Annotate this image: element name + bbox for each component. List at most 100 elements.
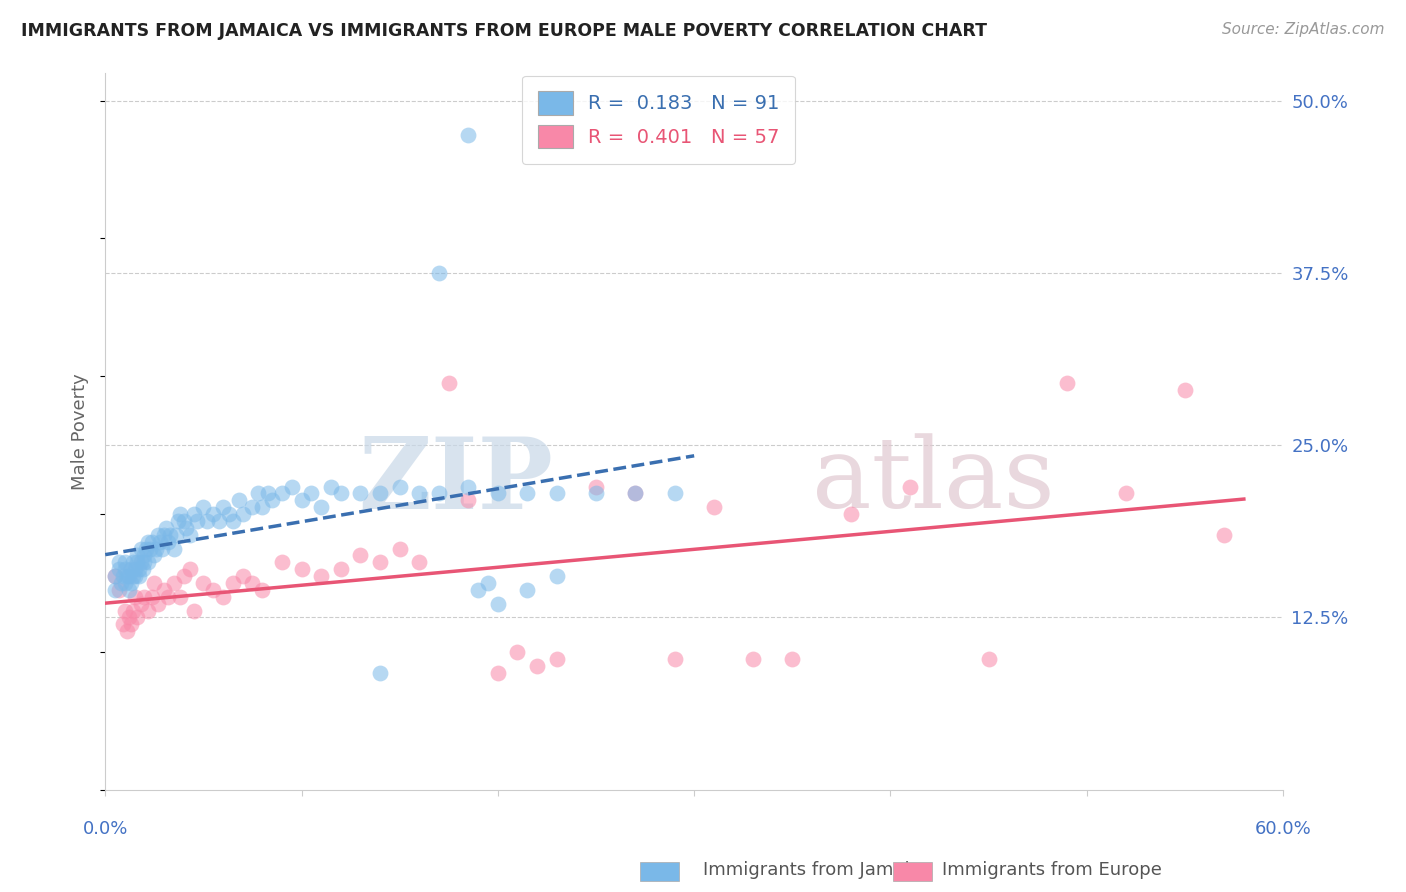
Point: [134, 549, 156, 563]
Point: [179, 562, 201, 576]
Point: [270, 486, 292, 500]
Point: [457, 493, 479, 508]
Point: [457, 128, 479, 142]
Point: [115, 624, 138, 639]
Point: [183, 507, 205, 521]
Point: [157, 534, 180, 549]
Point: [477, 576, 499, 591]
Point: [163, 576, 186, 591]
Point: [1213, 528, 1236, 542]
Point: [898, 479, 921, 493]
Point: [129, 555, 152, 569]
Point: [145, 541, 167, 556]
Text: Immigrants from Jamaica: Immigrants from Jamaica: [703, 861, 931, 879]
Point: [111, 617, 134, 632]
Point: [546, 652, 568, 666]
Point: [1115, 486, 1137, 500]
Point: [516, 582, 538, 597]
Point: [319, 479, 342, 493]
Point: [118, 582, 141, 597]
Point: [585, 486, 607, 500]
Point: [120, 617, 142, 632]
Point: [526, 658, 548, 673]
Point: [143, 576, 166, 591]
Point: [202, 507, 225, 521]
Point: [104, 569, 127, 583]
Point: [427, 266, 450, 280]
Point: [134, 555, 156, 569]
Point: [218, 507, 240, 521]
Point: [104, 582, 127, 597]
Point: [585, 479, 607, 493]
Point: [977, 652, 1000, 666]
Point: [252, 582, 274, 597]
Y-axis label: Male Poverty: Male Poverty: [72, 373, 89, 490]
Point: [349, 486, 371, 500]
Point: [195, 514, 218, 528]
Point: [121, 604, 143, 618]
Point: [114, 604, 136, 618]
Point: [138, 555, 160, 569]
Point: [173, 514, 195, 528]
Point: [222, 514, 245, 528]
Point: [153, 582, 176, 597]
Point: [183, 604, 205, 618]
Point: [467, 582, 489, 597]
Point: [125, 549, 148, 563]
Point: [159, 528, 181, 542]
Point: [124, 562, 146, 576]
Point: [486, 597, 509, 611]
Point: [128, 569, 150, 583]
Point: [108, 562, 131, 576]
Point: [129, 541, 152, 556]
Point: [110, 576, 132, 591]
Point: [114, 555, 136, 569]
Point: [208, 514, 231, 528]
Point: [252, 500, 274, 515]
Point: [457, 479, 479, 493]
Point: [368, 665, 391, 680]
Point: [121, 555, 143, 569]
Legend: R =  0.183   N = 91, R =  0.401   N = 57: R = 0.183 N = 91, R = 0.401 N = 57: [522, 76, 796, 164]
Point: [309, 569, 332, 583]
Point: [232, 569, 254, 583]
Point: [427, 486, 450, 500]
Point: [309, 500, 332, 515]
Point: [169, 507, 191, 521]
Point: [1174, 383, 1197, 397]
Point: [388, 541, 411, 556]
Point: [108, 582, 131, 597]
Point: [120, 576, 142, 591]
Point: [262, 493, 284, 508]
Text: Immigrants from Europe: Immigrants from Europe: [942, 861, 1161, 879]
Text: atlas: atlas: [811, 434, 1054, 530]
Text: 0.0%: 0.0%: [83, 820, 128, 838]
Point: [124, 590, 146, 604]
Point: [1056, 376, 1078, 391]
Point: [506, 645, 529, 659]
Point: [624, 486, 647, 500]
Point: [174, 521, 197, 535]
Point: [125, 610, 148, 624]
Text: 60.0%: 60.0%: [1254, 820, 1312, 838]
Point: [125, 555, 148, 569]
Point: [129, 597, 152, 611]
Point: [212, 500, 235, 515]
Point: [121, 569, 143, 583]
Point: [193, 576, 215, 591]
Point: [115, 569, 138, 583]
Point: [664, 486, 686, 500]
Point: [437, 376, 460, 391]
Point: [257, 486, 280, 500]
Point: [148, 528, 170, 542]
Point: [247, 486, 270, 500]
Point: [329, 486, 352, 500]
Point: [149, 534, 172, 549]
Point: [202, 582, 225, 597]
Point: [166, 514, 188, 528]
Point: [212, 590, 235, 604]
Point: [173, 569, 195, 583]
Point: [104, 569, 127, 583]
Text: ZIP: ZIP: [359, 434, 553, 530]
Point: [486, 665, 509, 680]
